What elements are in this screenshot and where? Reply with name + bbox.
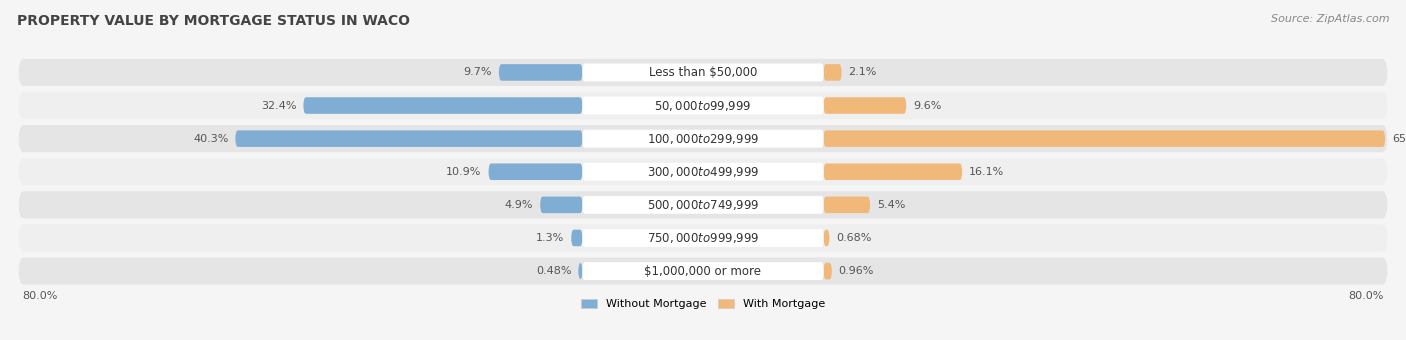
- FancyBboxPatch shape: [18, 125, 1388, 152]
- Text: PROPERTY VALUE BY MORTGAGE STATUS IN WACO: PROPERTY VALUE BY MORTGAGE STATUS IN WAC…: [17, 14, 411, 28]
- FancyBboxPatch shape: [540, 197, 582, 213]
- Text: $500,000 to $749,999: $500,000 to $749,999: [647, 198, 759, 212]
- FancyBboxPatch shape: [578, 263, 582, 279]
- FancyBboxPatch shape: [235, 130, 582, 147]
- FancyBboxPatch shape: [582, 163, 824, 181]
- FancyBboxPatch shape: [824, 130, 1385, 147]
- FancyBboxPatch shape: [304, 97, 582, 114]
- Text: 32.4%: 32.4%: [262, 101, 297, 111]
- Text: 4.9%: 4.9%: [505, 200, 533, 210]
- Text: $1,000,000 or more: $1,000,000 or more: [644, 265, 762, 277]
- FancyBboxPatch shape: [18, 158, 1388, 185]
- FancyBboxPatch shape: [824, 164, 962, 180]
- FancyBboxPatch shape: [582, 130, 824, 148]
- FancyBboxPatch shape: [824, 97, 907, 114]
- Text: Less than $50,000: Less than $50,000: [648, 66, 758, 79]
- FancyBboxPatch shape: [582, 196, 824, 214]
- Text: 80.0%: 80.0%: [22, 291, 58, 301]
- FancyBboxPatch shape: [824, 230, 830, 246]
- Text: 9.6%: 9.6%: [912, 101, 942, 111]
- Text: 0.96%: 0.96%: [839, 266, 875, 276]
- FancyBboxPatch shape: [18, 92, 1388, 119]
- Legend: Without Mortgage, With Mortgage: Without Mortgage, With Mortgage: [576, 294, 830, 314]
- Text: Source: ZipAtlas.com: Source: ZipAtlas.com: [1271, 14, 1389, 23]
- Text: 80.0%: 80.0%: [1348, 291, 1384, 301]
- FancyBboxPatch shape: [571, 230, 582, 246]
- Text: 2.1%: 2.1%: [849, 67, 877, 78]
- Text: 1.3%: 1.3%: [536, 233, 564, 243]
- Text: 0.68%: 0.68%: [837, 233, 872, 243]
- Text: 10.9%: 10.9%: [446, 167, 482, 177]
- FancyBboxPatch shape: [18, 191, 1388, 218]
- Text: 65.2%: 65.2%: [1392, 134, 1406, 143]
- Text: 9.7%: 9.7%: [464, 67, 492, 78]
- FancyBboxPatch shape: [824, 197, 870, 213]
- FancyBboxPatch shape: [499, 64, 582, 81]
- Text: $50,000 to $99,999: $50,000 to $99,999: [654, 99, 752, 113]
- FancyBboxPatch shape: [824, 263, 832, 279]
- FancyBboxPatch shape: [582, 229, 824, 247]
- Text: $750,000 to $999,999: $750,000 to $999,999: [647, 231, 759, 245]
- FancyBboxPatch shape: [488, 164, 582, 180]
- FancyBboxPatch shape: [824, 64, 842, 81]
- Text: $300,000 to $499,999: $300,000 to $499,999: [647, 165, 759, 179]
- FancyBboxPatch shape: [18, 224, 1388, 252]
- FancyBboxPatch shape: [18, 59, 1388, 86]
- FancyBboxPatch shape: [582, 97, 824, 115]
- FancyBboxPatch shape: [582, 64, 824, 81]
- FancyBboxPatch shape: [582, 262, 824, 280]
- Text: 0.48%: 0.48%: [536, 266, 571, 276]
- FancyBboxPatch shape: [18, 257, 1388, 285]
- Text: 40.3%: 40.3%: [193, 134, 229, 143]
- Text: 5.4%: 5.4%: [877, 200, 905, 210]
- Text: $100,000 to $299,999: $100,000 to $299,999: [647, 132, 759, 146]
- Text: 16.1%: 16.1%: [969, 167, 1004, 177]
